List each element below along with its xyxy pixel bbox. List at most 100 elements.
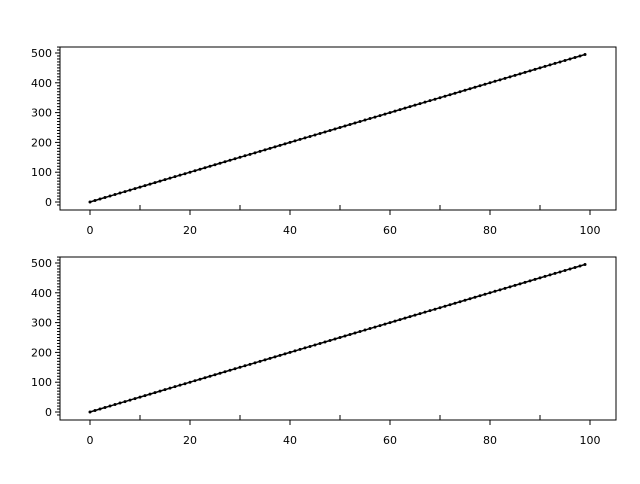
data-point [133, 187, 137, 191]
data-point [518, 282, 522, 286]
y-tick-label: 500 [31, 47, 52, 60]
data-point [383, 112, 387, 116]
data-point [518, 72, 522, 76]
data-point [378, 324, 382, 328]
data-point [553, 61, 557, 65]
data-point [478, 84, 482, 88]
data-point [253, 151, 257, 155]
data-point [333, 337, 337, 341]
data-point [108, 404, 112, 408]
data-point [453, 91, 457, 95]
data-point [98, 197, 102, 201]
data-point [498, 288, 502, 292]
data-point [228, 158, 232, 162]
data-point [423, 100, 427, 104]
data-point [413, 313, 417, 317]
data-point [148, 392, 152, 396]
data-point [468, 87, 472, 91]
data-point [198, 377, 202, 381]
data-point [373, 325, 377, 329]
data-point [208, 164, 212, 168]
data-point [293, 349, 297, 353]
data-point [148, 182, 152, 186]
data-point [343, 334, 347, 338]
data-point [178, 383, 182, 387]
data-point [583, 52, 587, 56]
data-point [118, 401, 122, 405]
data-point [348, 333, 352, 337]
data-point [548, 63, 552, 67]
data-point [493, 289, 497, 293]
data-point [198, 167, 202, 171]
data-point [233, 157, 237, 161]
data-point [268, 356, 272, 360]
data-point [293, 139, 297, 143]
data-point [468, 297, 472, 301]
data-point [358, 120, 362, 124]
data-point [248, 152, 252, 156]
data-point [303, 346, 307, 350]
data-point [358, 330, 362, 334]
data-point [368, 327, 372, 331]
data-point [208, 374, 212, 378]
data-point [313, 343, 317, 347]
data-point [218, 161, 222, 165]
data-point [188, 380, 192, 384]
data-point [398, 108, 402, 112]
data-point [503, 76, 507, 80]
data-point [193, 169, 197, 173]
data-point [173, 175, 177, 179]
x-tick-label: 60 [383, 434, 397, 447]
data-point [438, 306, 442, 310]
data-point [243, 364, 247, 368]
data-point [318, 131, 322, 135]
y-tick-label: 0 [45, 406, 52, 419]
data-point [278, 143, 282, 147]
data-point [308, 134, 312, 138]
data-point [428, 99, 432, 103]
data-point [333, 127, 337, 131]
data-point [563, 268, 567, 272]
data-point [523, 70, 527, 74]
data-point [88, 200, 92, 204]
data-point [103, 406, 107, 410]
data-point [163, 178, 167, 182]
data-point [323, 130, 327, 134]
x-tick-label: 40 [283, 224, 297, 237]
y-tick-label: 0 [45, 196, 52, 209]
data-point [243, 154, 247, 158]
x-tick-label: 0 [87, 224, 94, 237]
data-point [448, 303, 452, 307]
data-point [483, 292, 487, 296]
x-tick-label: 20 [183, 224, 197, 237]
data-point [263, 148, 267, 152]
series-line [89, 263, 586, 413]
data-point [493, 79, 497, 83]
data-point [138, 395, 142, 399]
data-point [393, 109, 397, 113]
data-point [318, 341, 322, 345]
y-tick-label: 400 [31, 287, 52, 300]
data-point [433, 307, 437, 311]
data-point [538, 66, 542, 70]
data-point [388, 321, 392, 325]
x-tick-label: 20 [183, 434, 197, 447]
data-point [178, 173, 182, 177]
data-point [348, 123, 352, 127]
x-tick-label: 100 [580, 224, 601, 237]
data-point [108, 194, 112, 198]
data-point [473, 295, 477, 299]
y-tick-label: 100 [31, 166, 52, 179]
data-point [403, 316, 407, 320]
y-tick-label: 400 [31, 77, 52, 90]
data-point [568, 57, 572, 61]
data-point [578, 264, 582, 268]
data-point [453, 301, 457, 305]
data-point [188, 170, 192, 174]
data-point [538, 276, 542, 280]
data-point [328, 128, 332, 132]
y-tick-label: 200 [31, 346, 52, 359]
data-point [223, 370, 227, 374]
data-point [248, 362, 252, 366]
